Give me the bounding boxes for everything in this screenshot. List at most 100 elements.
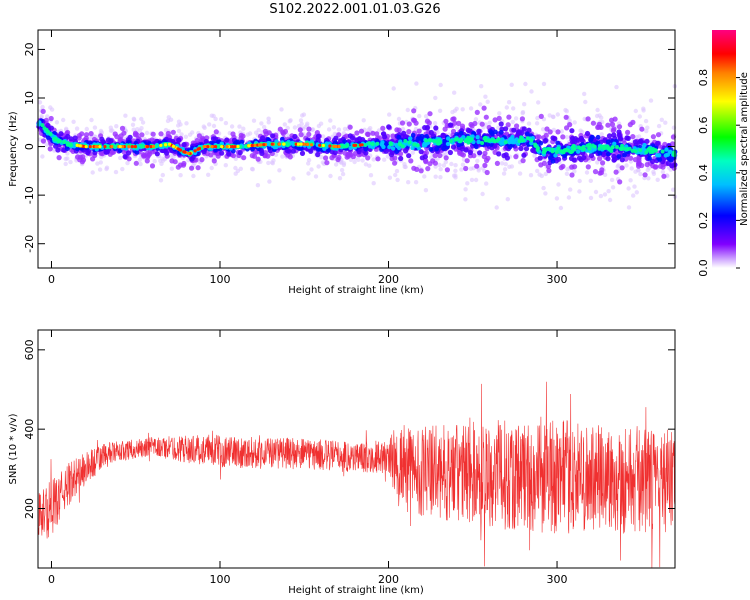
spectrogram-cell — [367, 163, 372, 168]
spectrogram-y-ticks: 20 10 0 -10 -20 — [23, 42, 675, 253]
spectrogram-cell — [628, 155, 634, 161]
spectrogram-peak-cell — [253, 143, 257, 147]
spectrogram-cell — [380, 125, 386, 131]
spectrogram-cell — [76, 133, 82, 139]
spectrogram-cell — [570, 149, 574, 154]
spectrogram-cell — [425, 166, 431, 172]
spectrogram-cell — [169, 158, 175, 164]
spectrogram-cell — [348, 145, 353, 151]
spectrogram-cell — [481, 154, 487, 160]
spectrogram-cell — [642, 172, 648, 178]
spectrogram-cell — [542, 150, 547, 155]
spectrogram-cell — [653, 148, 658, 153]
spectrogram-cell — [650, 158, 656, 164]
spectrogram-cell — [633, 149, 638, 154]
spectrogram-cell — [368, 173, 374, 178]
spectrogram-cell — [427, 111, 433, 117]
spectrogram-cell — [341, 162, 347, 168]
spectrogram-peak-cell — [182, 150, 186, 154]
spectrogram-cell — [104, 166, 109, 172]
spectrogram-cell — [251, 153, 258, 159]
spectrogram-cell — [569, 172, 575, 178]
spectrogram-cell — [553, 153, 558, 158]
spectrogram-cell — [255, 183, 261, 188]
spectrogram-cell — [260, 135, 266, 141]
spectrogram-cell — [400, 126, 406, 132]
spectrogram-cell — [358, 128, 365, 134]
spectrogram-cell — [546, 168, 552, 174]
spectrogram-cell — [315, 133, 321, 139]
spectrogram-cell — [336, 154, 342, 160]
spectrogram-cell — [285, 132, 290, 138]
spectrogram-cell — [556, 146, 561, 151]
spectrogram-peak-cell — [171, 144, 176, 148]
spectrogram-cell — [610, 185, 616, 190]
spectrogram-cell — [493, 129, 498, 135]
spectrogram-peak-cell — [130, 145, 134, 149]
spectrogram-cell — [112, 131, 118, 137]
spectrogram-peak-cell — [164, 143, 168, 147]
spectrogram-cell — [498, 129, 504, 135]
spectrogram-cell — [370, 144, 376, 150]
spectrogram-cell — [592, 144, 597, 149]
spectrogram-cell — [380, 131, 387, 137]
spectrogram-cell — [250, 146, 255, 152]
spectrogram-cell — [459, 167, 464, 172]
spectrogram-cell — [465, 138, 470, 142]
spectrogram-peak-cell — [145, 145, 150, 149]
spectrogram-cell — [620, 143, 625, 148]
spectrogram-cell — [559, 129, 564, 134]
spectrogram-cell — [406, 121, 412, 127]
spectrogram-cell — [203, 138, 209, 145]
spectrogram-cell — [139, 132, 145, 138]
spectrogram-cell — [408, 158, 414, 164]
spectrogram-cell — [112, 144, 117, 149]
spectrogram-cell — [644, 128, 649, 134]
spectrogram-cell — [259, 121, 264, 126]
spectrogram-cell — [626, 205, 632, 210]
spectrogram-cell — [328, 118, 333, 123]
spectrogram-cell — [237, 150, 243, 156]
spectrogram-cell — [277, 168, 282, 173]
spectrogram-cell — [613, 169, 619, 175]
spectrogram-cell — [585, 116, 591, 122]
spectrogram-cell — [383, 148, 389, 154]
spectrogram-cell — [529, 89, 534, 94]
spectrogram-cell — [510, 119, 515, 125]
spectrogram-cell — [413, 180, 419, 185]
spectrogram-cell — [655, 177, 660, 182]
spectrogram-peak-cell — [176, 147, 180, 151]
spectrogram-cell — [611, 157, 617, 163]
spectrogram-cell — [440, 132, 447, 139]
spectrogram-cell — [432, 153, 438, 159]
spectrogram-cell — [396, 145, 402, 151]
spectrogram-cell — [492, 117, 498, 123]
spectrogram-cell — [605, 151, 611, 157]
spectrogram-cell — [424, 118, 431, 124]
spectrogram-cell — [290, 140, 295, 146]
spectrogram-cell — [488, 129, 494, 135]
spectrogram-cell — [498, 121, 504, 127]
spectrogram-cell — [513, 154, 519, 160]
spectrogram-cell — [624, 135, 630, 141]
spectrogram-cell — [144, 130, 150, 136]
spectrogram-cell — [459, 151, 465, 157]
spectrogram-peak-cell — [328, 144, 332, 148]
spectrogram-cell — [569, 128, 575, 134]
spectrogram-cell — [282, 128, 288, 135]
spectrogram-cell — [49, 107, 55, 112]
spectrogram-cell — [616, 163, 621, 168]
spectrogram-cell — [495, 138, 499, 143]
spectrogram-cell — [223, 163, 228, 168]
spectrogram-cell — [158, 131, 164, 137]
spectrogram-cell — [534, 121, 540, 126]
spectrogram-cell — [517, 139, 522, 144]
y-tick-label: 20 — [23, 42, 36, 56]
spectrogram-cell — [483, 138, 488, 143]
spectrogram-cell — [263, 131, 269, 137]
spectrogram-cell — [529, 138, 534, 143]
spectrogram-cell — [40, 123, 45, 128]
spectrogram-cell — [487, 120, 492, 126]
spectrogram-cell — [671, 187, 676, 192]
